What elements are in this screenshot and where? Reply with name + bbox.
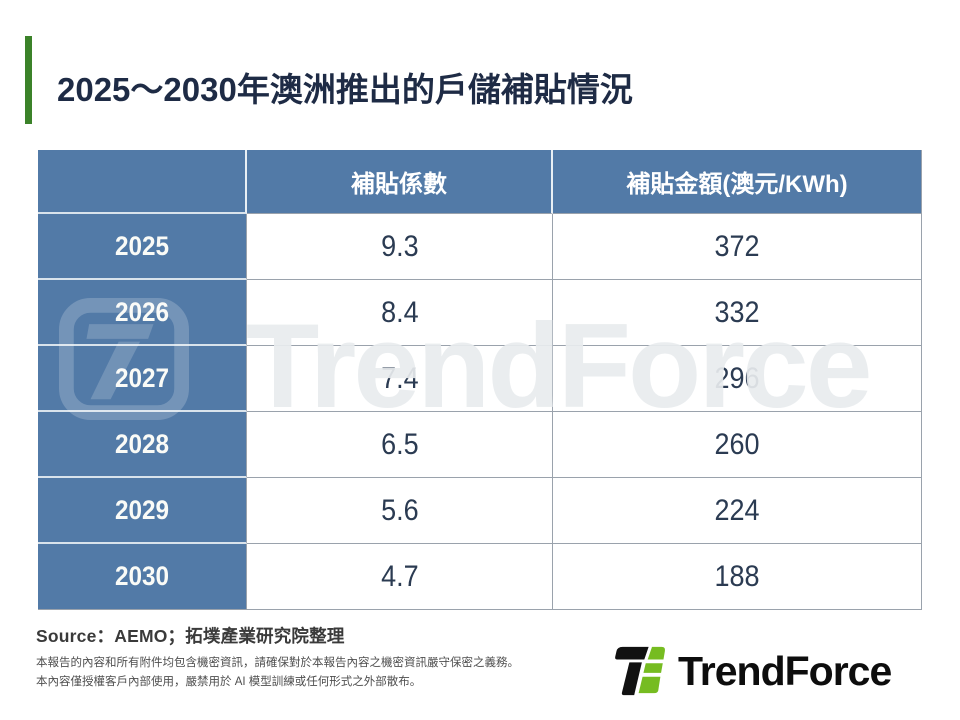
row-year-2030: 2030 [38, 544, 247, 610]
disclaimer: 本報告的內容和所有附件均包含機密資訊，請確保對於本報告內容之機密資訊嚴守保密之義… [36, 654, 596, 692]
page-title: 2025～2030年澳洲推出的戶儲補貼情況 [57, 71, 633, 108]
row-year-2027: 2027 [38, 346, 247, 412]
table-header-amount: 補貼金額(澳元/KWh) [553, 150, 922, 214]
coefficient-2026: 8.4 [247, 280, 553, 346]
year-label: 2025 [114, 230, 170, 261]
disclaimer-line-2: 本內容僅授權客戶內部使用，嚴禁用於 AI 模型訓練或任何形式之外部散布。 [36, 676, 422, 688]
coefficient-value: 4.7 [380, 559, 419, 593]
row-year-2029: 2029 [38, 478, 247, 544]
amount-value: 372 [714, 229, 760, 263]
year-label: 2028 [114, 428, 170, 459]
disclaimer-line-1: 本報告的內容和所有附件均包含機密資訊，請確保對於本報告內容之機密資訊嚴守保密之義… [36, 657, 519, 669]
year-label: 2026 [114, 296, 170, 327]
coefficient-value: 8.4 [380, 295, 419, 329]
trendforce-logo-text: TrendForce [678, 647, 892, 694]
amount-value: 224 [714, 493, 760, 527]
coefficient-value: 9.3 [380, 229, 419, 263]
coefficient-2027: 7.4 [247, 346, 553, 412]
row-year-2028: 2028 [38, 412, 247, 478]
amount-2029: 224 [553, 478, 922, 544]
year-label: 2029 [114, 494, 170, 525]
amount-2026: 332 [553, 280, 922, 346]
coefficient-value: 7.4 [380, 361, 419, 395]
coefficient-value: 5.6 [380, 493, 419, 527]
row-year-2026: 2026 [38, 280, 247, 346]
coefficient-value: 6.5 [380, 427, 419, 461]
amount-2025: 372 [553, 214, 922, 280]
amount-value: 296 [714, 361, 760, 395]
year-label: 2030 [114, 561, 170, 591]
coefficient-2028: 6.5 [247, 412, 553, 478]
table-header-empty [38, 150, 247, 214]
row-year-2025: 2025 [38, 214, 247, 280]
amount-value: 188 [714, 559, 760, 593]
amount-2030: 188 [553, 544, 922, 610]
amount-2028: 260 [553, 412, 922, 478]
subsidy-table: 補貼係數 補貼金額(澳元/KWh) 2025 9.3 372 2026 8.4 … [38, 150, 922, 610]
title-accent-bar [25, 36, 32, 124]
amount-value: 332 [714, 295, 760, 329]
source-line: Source：AEMO；拓墣產業研究院整理 [36, 626, 345, 646]
coefficient-2025: 9.3 [247, 214, 553, 280]
table-header-coefficient: 補貼係數 [247, 150, 553, 214]
coefficient-2029: 5.6 [247, 478, 553, 544]
trendforce-logo-icon [615, 646, 666, 696]
year-label: 2027 [114, 362, 170, 393]
amount-2027: 296 [553, 346, 922, 412]
amount-value: 260 [714, 427, 760, 461]
coefficient-2030: 4.7 [247, 544, 553, 610]
trendforce-logo: TrendForce [610, 640, 892, 702]
